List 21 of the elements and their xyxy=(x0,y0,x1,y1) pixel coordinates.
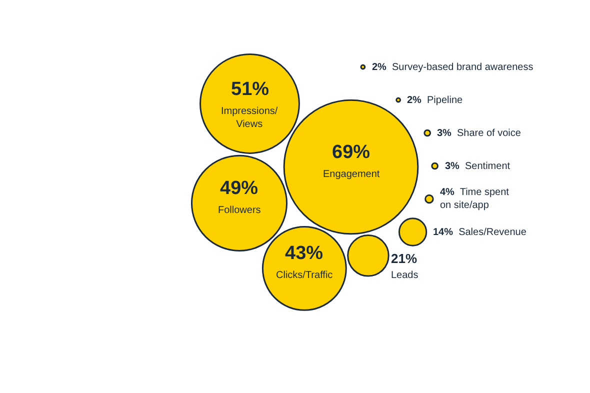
data-label: 51% xyxy=(231,79,270,100)
data-label: 3% xyxy=(437,128,452,139)
category-label: Sales/Revenue xyxy=(458,227,526,238)
data-label: 49% xyxy=(220,178,258,199)
data-label: 21% xyxy=(391,251,418,266)
data-label: 43% xyxy=(285,243,324,264)
data-label: 3% xyxy=(445,161,460,172)
data-label: 4% xyxy=(440,187,455,198)
category-label: Survey-based brand awareness xyxy=(392,62,534,73)
category-label: Pipeline xyxy=(427,95,463,106)
category-label: Clicks/Traffic xyxy=(276,270,333,281)
data-label: 69% xyxy=(332,142,370,163)
category-label: Engagement xyxy=(323,169,380,180)
category-label: Followers xyxy=(218,205,261,216)
category-label: Share of voice xyxy=(457,128,521,139)
category-label: Leads xyxy=(391,270,418,281)
category-label: Impressions/ Views xyxy=(221,106,278,130)
category-label: Sentiment xyxy=(465,161,510,172)
data-label: 2% xyxy=(372,62,387,73)
data-label: 14% xyxy=(433,227,454,238)
data-label: 2% xyxy=(407,95,422,106)
